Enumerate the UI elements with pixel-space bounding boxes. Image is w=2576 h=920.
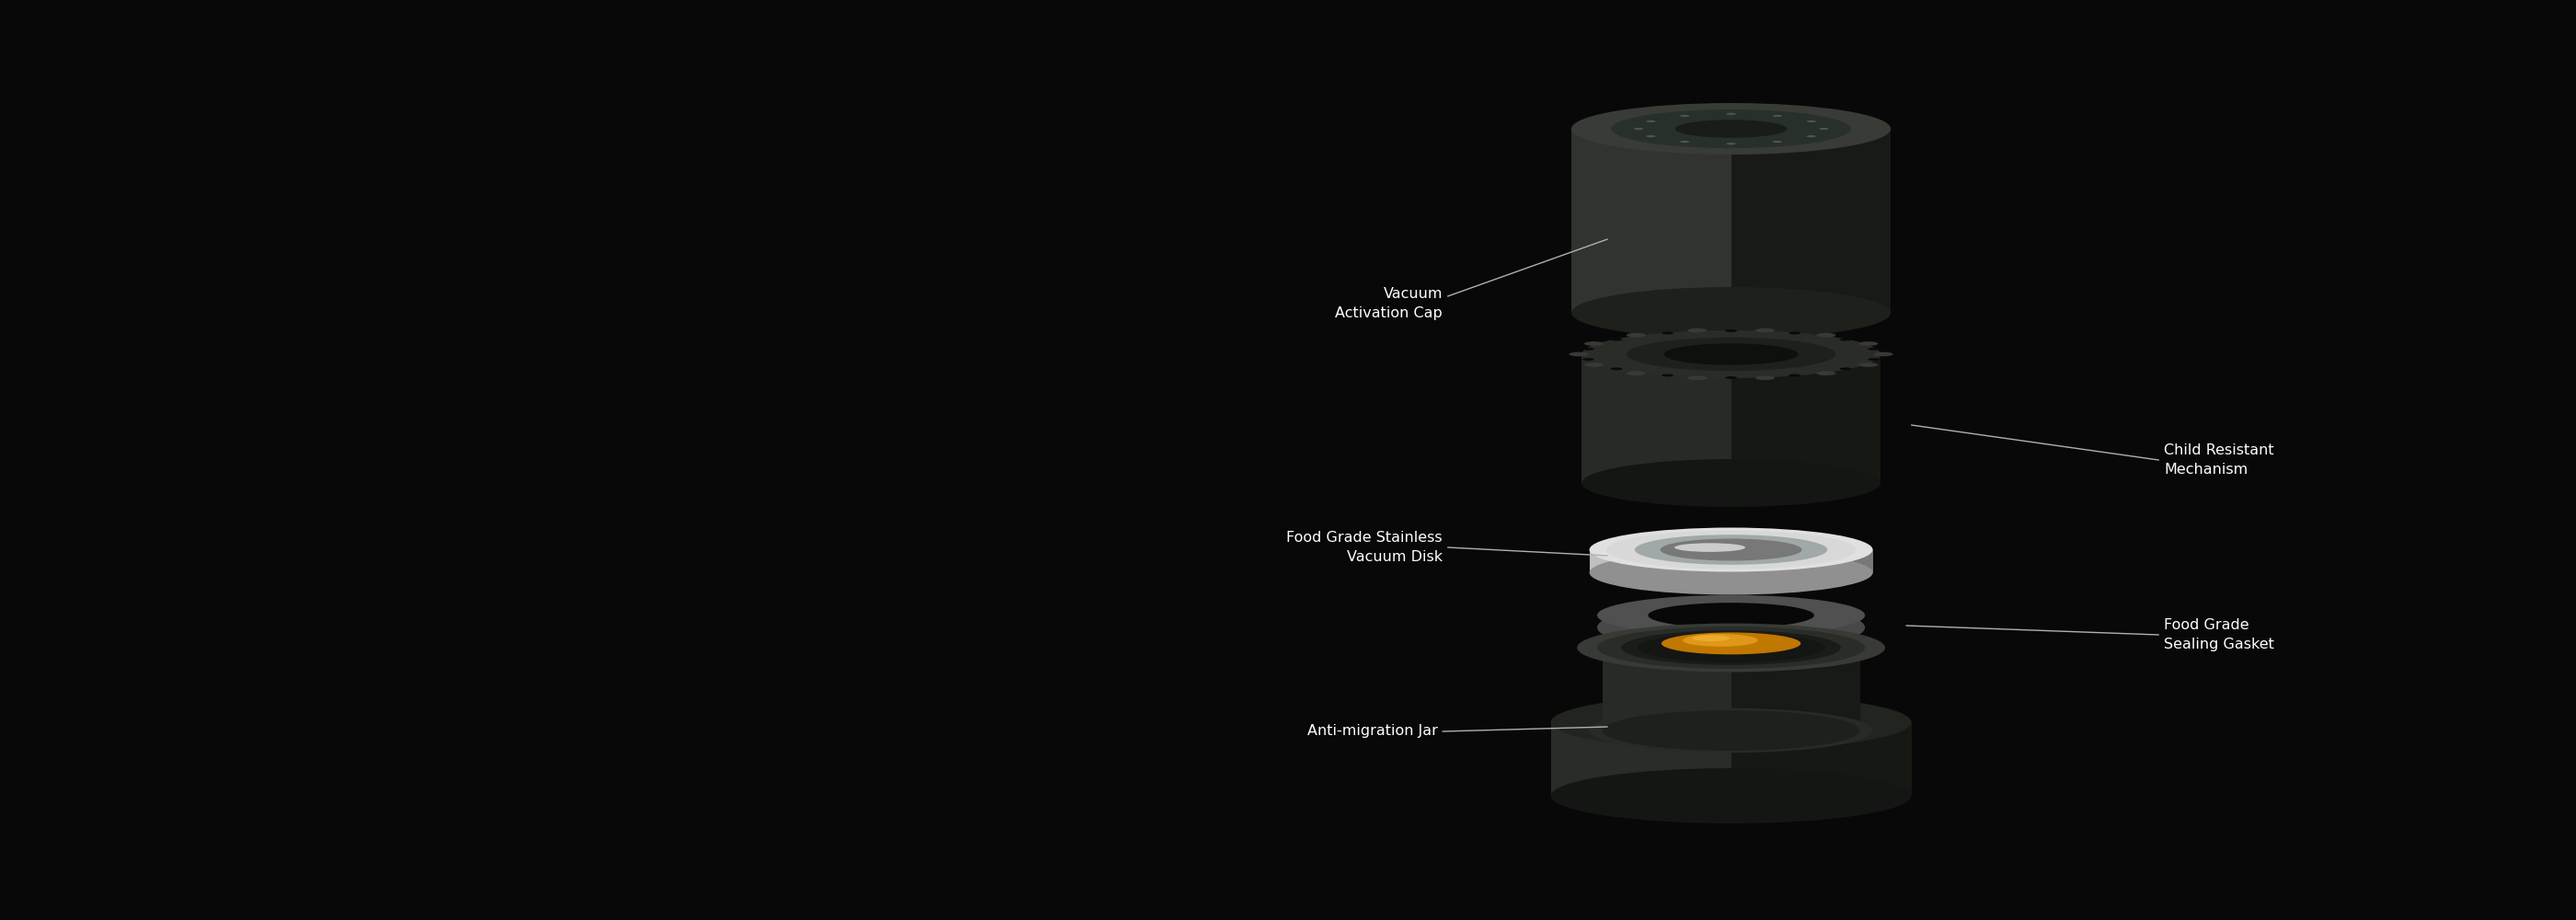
Ellipse shape xyxy=(1625,371,1646,375)
Ellipse shape xyxy=(1569,352,1589,356)
Ellipse shape xyxy=(1582,459,1880,507)
Ellipse shape xyxy=(1582,348,1595,351)
Ellipse shape xyxy=(1551,695,1911,750)
Ellipse shape xyxy=(1625,333,1646,338)
Polygon shape xyxy=(1582,354,1731,483)
Ellipse shape xyxy=(1788,332,1801,334)
Ellipse shape xyxy=(1680,141,1690,143)
Ellipse shape xyxy=(1582,358,1595,361)
Ellipse shape xyxy=(1680,115,1690,117)
Ellipse shape xyxy=(1682,634,1757,647)
Ellipse shape xyxy=(1662,374,1674,376)
Ellipse shape xyxy=(1816,333,1837,338)
Ellipse shape xyxy=(1868,358,1880,361)
Polygon shape xyxy=(1731,549,1873,572)
Ellipse shape xyxy=(1625,338,1837,371)
Ellipse shape xyxy=(1772,141,1783,143)
Ellipse shape xyxy=(1597,627,1865,669)
Ellipse shape xyxy=(1788,374,1801,376)
Text: Food Grade Stainless
Vacuum Disk: Food Grade Stainless Vacuum Disk xyxy=(1285,531,1443,564)
Ellipse shape xyxy=(1602,710,1860,751)
Ellipse shape xyxy=(1610,367,1623,370)
Ellipse shape xyxy=(1754,376,1775,380)
Ellipse shape xyxy=(1649,603,1814,627)
Ellipse shape xyxy=(1597,604,1865,651)
Ellipse shape xyxy=(1582,330,1880,378)
Ellipse shape xyxy=(1620,630,1842,665)
Ellipse shape xyxy=(1589,550,1873,595)
Ellipse shape xyxy=(1726,376,1736,379)
Ellipse shape xyxy=(1839,339,1852,341)
Ellipse shape xyxy=(1726,329,1736,332)
Text: Anti-migration Jar: Anti-migration Jar xyxy=(1306,725,1437,738)
Ellipse shape xyxy=(1726,143,1736,144)
Ellipse shape xyxy=(1651,615,1811,639)
Ellipse shape xyxy=(1674,543,1747,552)
Ellipse shape xyxy=(1589,528,1873,571)
Polygon shape xyxy=(1731,648,1860,730)
Ellipse shape xyxy=(1806,135,1816,137)
Ellipse shape xyxy=(1551,768,1911,823)
Ellipse shape xyxy=(1584,362,1602,367)
Ellipse shape xyxy=(1584,341,1602,346)
Text: Vacuum
Activation Cap: Vacuum Activation Cap xyxy=(1334,287,1443,320)
Ellipse shape xyxy=(1868,348,1880,351)
Ellipse shape xyxy=(1638,633,1824,662)
Ellipse shape xyxy=(1662,332,1674,334)
Ellipse shape xyxy=(1610,339,1623,341)
Ellipse shape xyxy=(1860,362,1878,367)
Ellipse shape xyxy=(1664,343,1798,365)
Ellipse shape xyxy=(1687,376,1708,380)
Ellipse shape xyxy=(1649,613,1814,642)
Ellipse shape xyxy=(1636,535,1826,565)
Ellipse shape xyxy=(1674,120,1788,138)
Polygon shape xyxy=(1551,722,1731,796)
Ellipse shape xyxy=(1607,530,1855,569)
Ellipse shape xyxy=(1633,128,1643,130)
Ellipse shape xyxy=(1602,710,1860,751)
Polygon shape xyxy=(1602,648,1731,730)
Ellipse shape xyxy=(1571,287,1891,339)
Polygon shape xyxy=(1731,722,1911,796)
Ellipse shape xyxy=(1816,371,1837,375)
Text: Child Resistant
Mechanism: Child Resistant Mechanism xyxy=(2164,443,2275,477)
Polygon shape xyxy=(1731,354,1880,483)
Polygon shape xyxy=(1731,129,1891,313)
Ellipse shape xyxy=(1726,113,1736,115)
Ellipse shape xyxy=(1577,624,1886,672)
Ellipse shape xyxy=(1860,341,1878,346)
Ellipse shape xyxy=(1873,352,1893,356)
Polygon shape xyxy=(1571,129,1731,313)
Ellipse shape xyxy=(1692,635,1728,641)
Ellipse shape xyxy=(1662,538,1803,560)
Ellipse shape xyxy=(1597,595,1865,636)
Polygon shape xyxy=(1589,549,1731,572)
Ellipse shape xyxy=(1662,632,1801,654)
Ellipse shape xyxy=(1571,103,1891,155)
Ellipse shape xyxy=(1613,109,1850,148)
Ellipse shape xyxy=(1754,328,1775,332)
Ellipse shape xyxy=(1819,128,1829,130)
Ellipse shape xyxy=(1806,121,1816,122)
Ellipse shape xyxy=(1646,135,1656,137)
Ellipse shape xyxy=(1839,367,1852,370)
Ellipse shape xyxy=(1687,328,1708,332)
Ellipse shape xyxy=(1772,115,1783,117)
Text: Food Grade
Sealing Gasket: Food Grade Sealing Gasket xyxy=(2164,618,2275,651)
Ellipse shape xyxy=(1646,121,1656,122)
Ellipse shape xyxy=(1589,708,1873,753)
